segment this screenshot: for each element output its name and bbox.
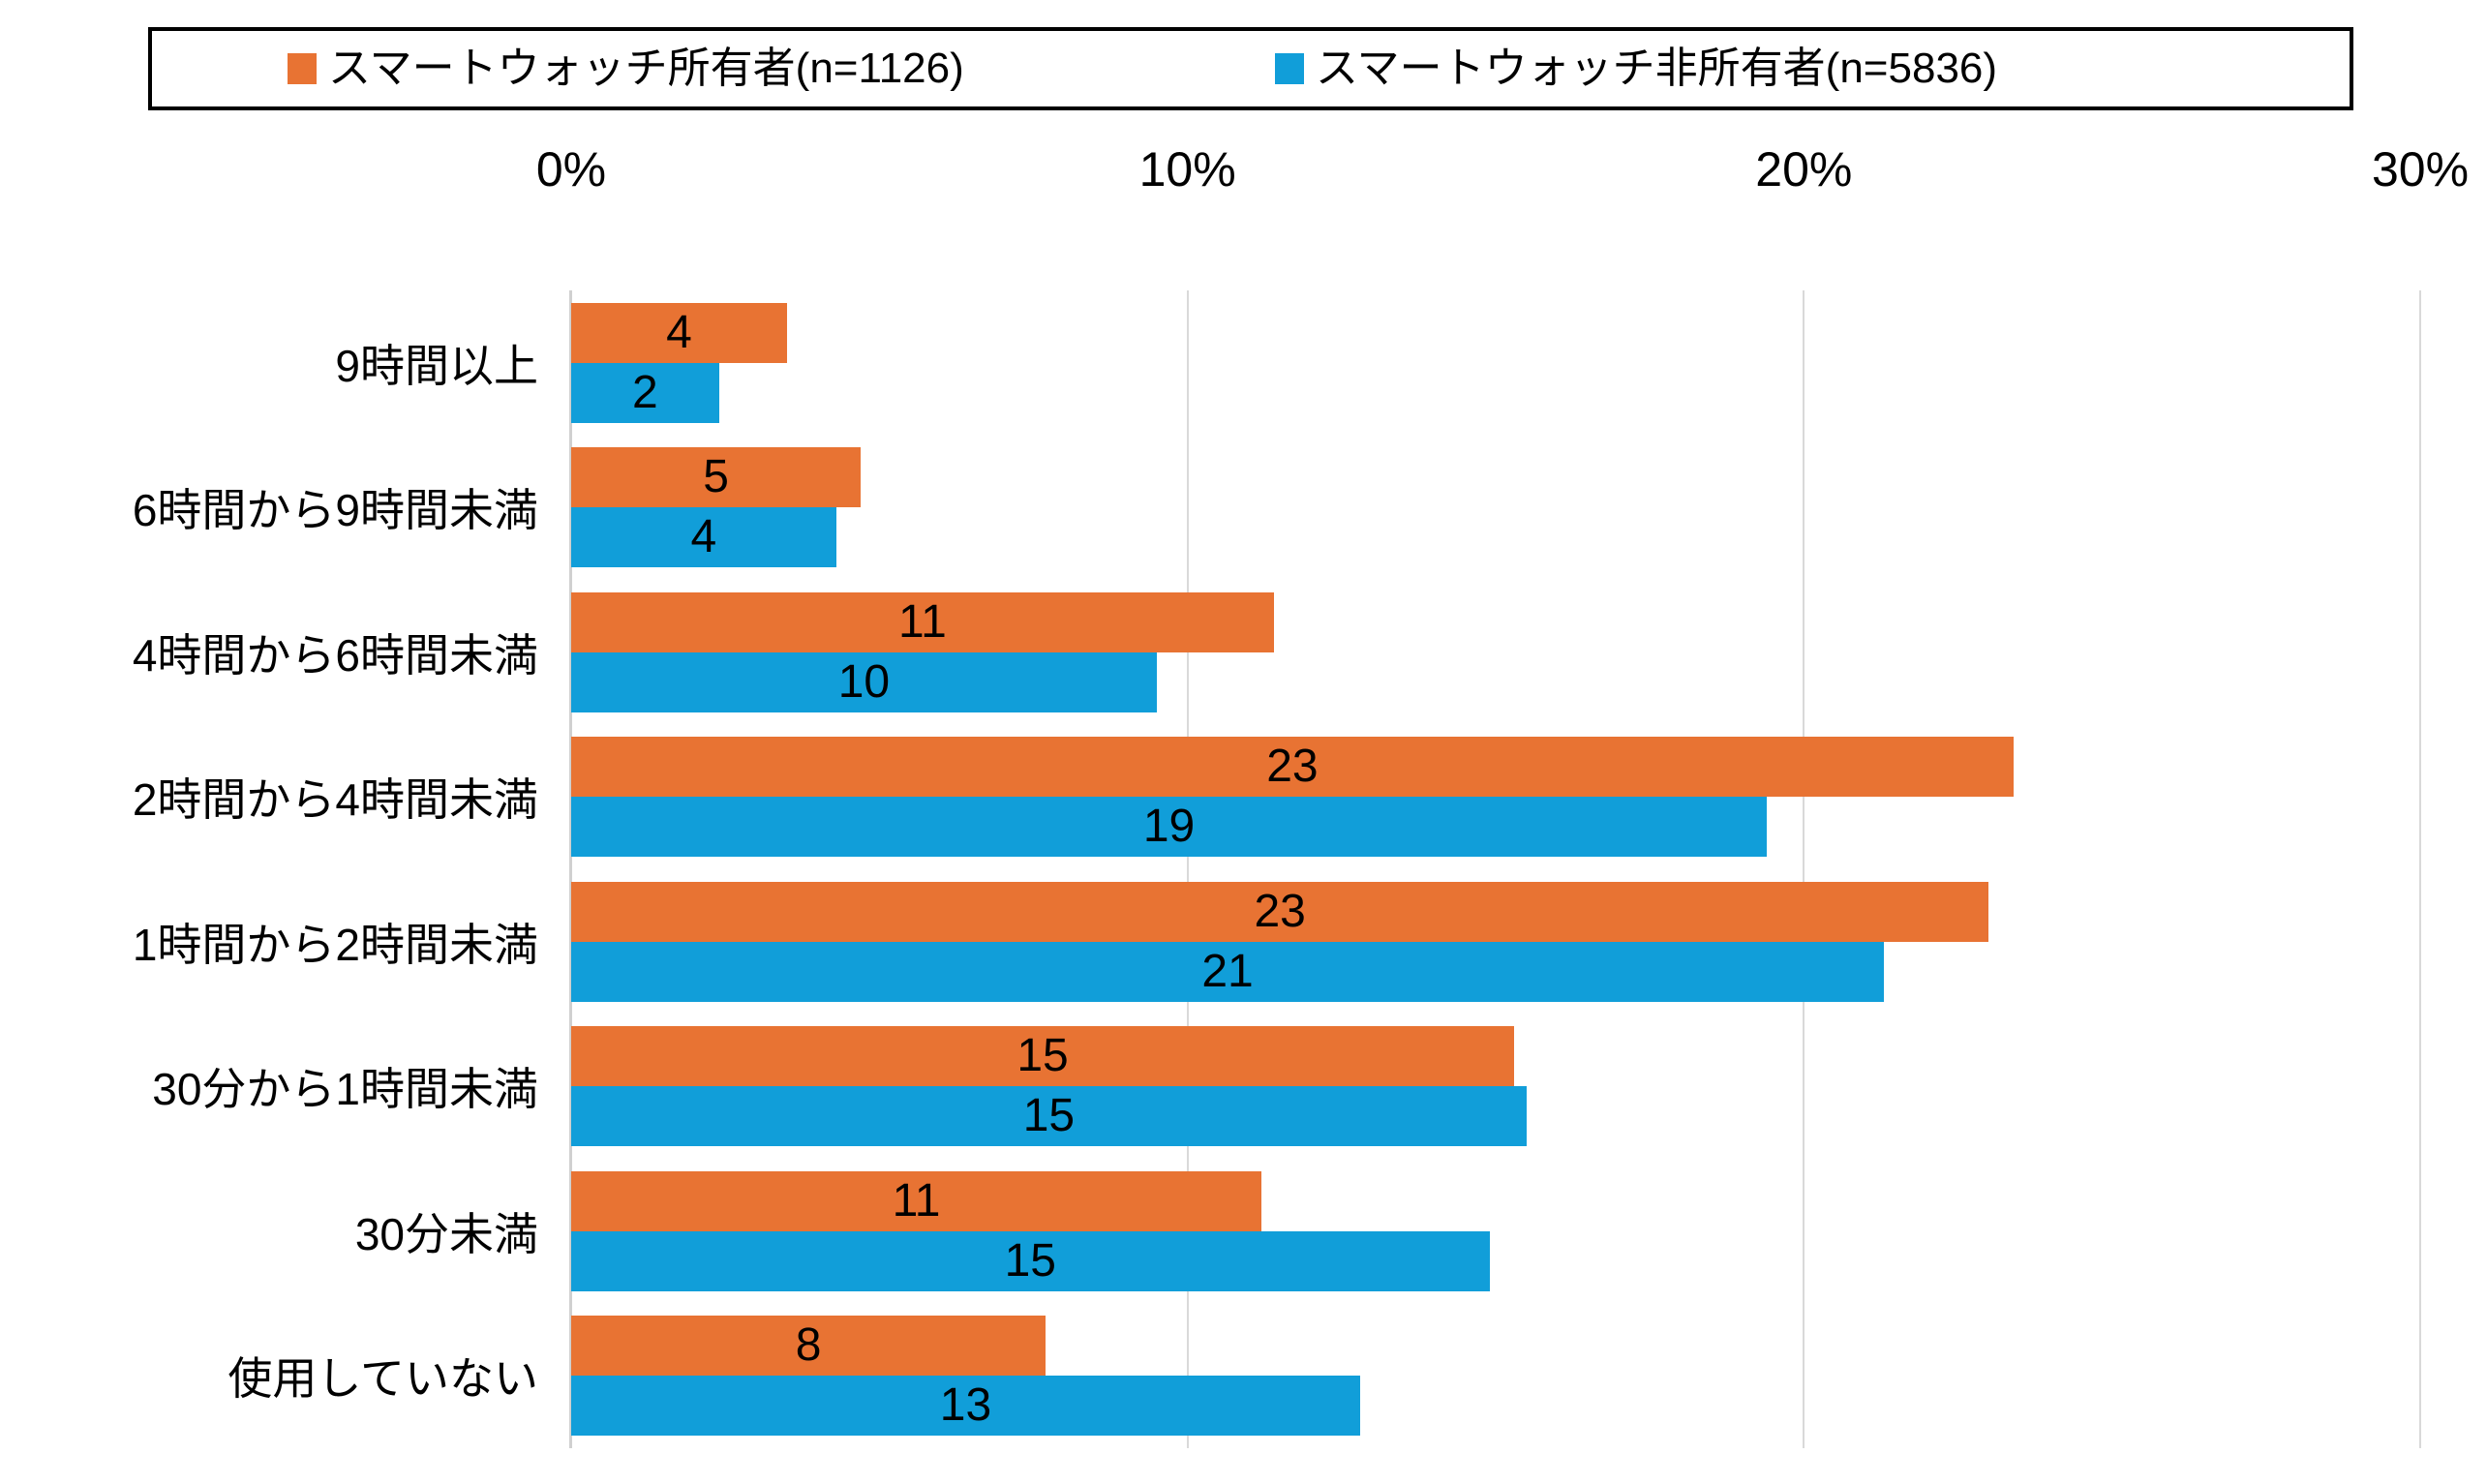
value-axis-line	[569, 290, 572, 1448]
category-label: 30分から1時間未満	[152, 1064, 538, 1115]
bar-non-owner: 21	[571, 941, 1885, 1002]
bar-value-label: 13	[939, 1379, 992, 1432]
bar-owner: 5	[571, 447, 862, 508]
gridline	[2419, 290, 2421, 1448]
bar-non-owner: 15	[571, 1230, 1490, 1291]
gridline	[1803, 290, 1805, 1448]
x-axis-tick-labels: 0% 10% 20% 30%	[536, 142, 2469, 201]
legend-swatch-icon	[1275, 53, 1304, 84]
bar-value-label: 10	[837, 655, 891, 708]
bar-owner: 4	[571, 302, 787, 363]
plot-area: 4 2 5 4 11 10 23 19 23 21 15 15 11 15 8 13	[569, 290, 2421, 1449]
bar-value-label: 23	[1254, 885, 1306, 937]
bar-owner: 15	[571, 1026, 1515, 1087]
bar-non-owner: 4	[571, 507, 836, 568]
bar-non-owner: 15	[571, 1086, 1527, 1147]
bar-value-label: 2	[632, 366, 658, 418]
bar-value-label: 4	[690, 511, 717, 563]
bar-group: 11 15	[571, 1159, 2420, 1304]
bar-group: 15 15	[571, 1015, 2420, 1160]
x-axis-tick-label: 0%	[535, 142, 607, 197]
bar-non-owner: 10	[571, 651, 1157, 712]
bar-non-owner: 19	[571, 797, 1768, 858]
category-label: 2時間から4時間未満	[132, 774, 538, 826]
legend-label: スマートウォッチ所有者(n=1126)	[328, 45, 964, 92]
category-label: 使用していない	[227, 1353, 538, 1405]
bar-value-label: 19	[1142, 801, 1196, 853]
bar-non-owner: 2	[571, 362, 719, 423]
x-axis-tick-label: 30%	[2371, 142, 2470, 197]
bar-owner: 11	[571, 1170, 1262, 1231]
bar-owner: 11	[571, 591, 1274, 652]
chart-legend: スマートウォッチ所有者(n=1126) スマートウォッチ非所有者(n=5836)	[148, 27, 2353, 110]
category-label: 6時間から9時間未満	[132, 485, 538, 536]
bar-group: 23 21	[571, 869, 2420, 1015]
bar-value-label: 4	[666, 306, 692, 358]
bar-value-label: 11	[897, 595, 947, 648]
bar-value-label: 5	[703, 451, 729, 503]
category-label: 30分未満	[354, 1208, 538, 1259]
bar-value-label: 11	[892, 1174, 941, 1227]
bar-value-label: 15	[1004, 1234, 1056, 1287]
legend-item-non-owner: スマートウォッチ非所有者(n=5836)	[1275, 31, 1997, 106]
legend-label: スマートウォッチ非所有者(n=5836)	[1316, 45, 1998, 92]
category-label: 4時間から6時間未満	[132, 629, 538, 681]
bar-group: 11 10	[571, 580, 2420, 725]
bar-owner: 23	[571, 737, 2014, 798]
bar-value-label: 15	[1016, 1030, 1069, 1082]
bar-value-label: 23	[1266, 741, 1319, 793]
bar-value-label: 8	[795, 1319, 822, 1372]
bar-group: 23 19	[571, 725, 2420, 870]
bar-owner: 8	[571, 1316, 1046, 1377]
gridline	[1186, 290, 1189, 1448]
bar-value-label: 21	[1201, 945, 1254, 997]
bar-owner: 23	[571, 881, 1989, 942]
category-axis-labels: 9時間以上 6時間から9時間未満 4時間から6時間未満 2時間から4時間未満 1時間から…	[0, 290, 538, 1448]
x-axis-tick-label: 20%	[1755, 142, 1853, 197]
bar-group: 8 13	[571, 1304, 2420, 1449]
x-axis-tick-label: 10%	[1138, 142, 1236, 197]
bar-non-owner: 13	[571, 1376, 1360, 1437]
legend-item-owner: スマートウォッチ所有者(n=1126)	[288, 31, 964, 106]
category-label: 1時間から2時間未満	[132, 919, 538, 970]
legend-swatch-icon	[288, 53, 317, 84]
bar-value-label: 15	[1022, 1090, 1076, 1142]
category-label: 9時間以上	[335, 340, 538, 391]
